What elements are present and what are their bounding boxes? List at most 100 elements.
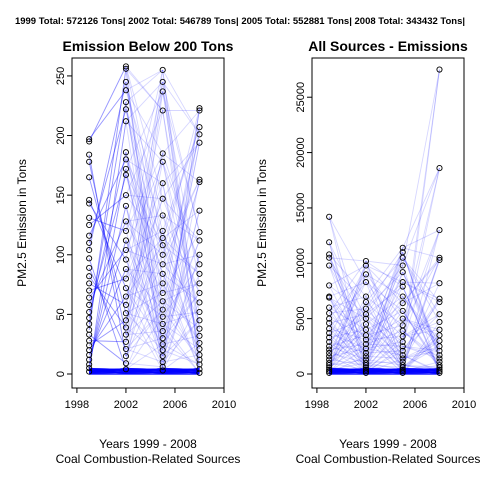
series-line-segment xyxy=(365,361,403,364)
series-line-segment xyxy=(88,109,127,243)
series-line-segment xyxy=(125,369,163,374)
series-line-segment xyxy=(402,296,440,347)
series-line-segment xyxy=(162,367,200,373)
series-line-segment xyxy=(365,265,404,362)
data-point xyxy=(122,338,129,345)
series-line-segment xyxy=(125,102,164,332)
data-point xyxy=(159,195,166,202)
x-tick-label: 2010 xyxy=(212,399,236,411)
series-line-segment xyxy=(89,217,127,232)
data-point xyxy=(122,285,129,292)
data-point xyxy=(86,232,93,239)
y-axis: 0 5000 10000 15000 20000 25000 xyxy=(295,82,312,377)
data-point xyxy=(159,66,166,74)
series-line-segment xyxy=(125,168,164,367)
chart-title: Emission Below 200 Tons xyxy=(63,38,234,54)
series-line-segment xyxy=(365,330,403,345)
series-line-segment xyxy=(162,81,200,135)
data-point xyxy=(86,255,93,262)
series-line-segment xyxy=(162,311,200,325)
series-line-segment xyxy=(162,69,200,135)
series-line-segment xyxy=(402,298,440,352)
series-line-segment xyxy=(365,296,404,370)
series-line-segment xyxy=(162,292,200,345)
data-point xyxy=(326,325,333,332)
series-line-segment xyxy=(365,323,404,359)
series-line-segment xyxy=(88,249,127,298)
series-line-segment xyxy=(125,66,164,199)
data-point xyxy=(399,369,406,376)
series-line-segment xyxy=(88,66,127,142)
data-point xyxy=(86,174,93,181)
series-line-segment xyxy=(365,355,403,359)
series-line-segment xyxy=(365,369,403,374)
series-line-segment xyxy=(89,368,126,373)
data-point xyxy=(436,366,443,373)
series-line-segment xyxy=(88,205,127,365)
series-line-segment xyxy=(125,371,163,374)
series-line-segment xyxy=(89,367,126,373)
series-line-segment xyxy=(329,369,366,374)
panel-emission-below-200: Emission Below 200 Tons 050100150200250 … xyxy=(15,38,240,466)
series-line-segment xyxy=(125,369,163,374)
series-line-segment xyxy=(329,359,367,366)
series-line-segment xyxy=(125,368,163,371)
series-line-segment xyxy=(365,281,404,332)
data-point xyxy=(159,251,166,258)
series-line-segment xyxy=(162,354,200,363)
data-point xyxy=(326,368,333,375)
series-line-segment xyxy=(162,343,200,365)
series-line-segment xyxy=(162,198,200,241)
series-line-segment xyxy=(329,371,366,374)
series-line-segment xyxy=(162,127,200,232)
series-line-segment xyxy=(365,296,403,326)
data-point xyxy=(399,283,406,290)
plot-area xyxy=(326,66,443,376)
series-line-segment xyxy=(88,203,127,260)
series-line-segment xyxy=(402,281,440,300)
series-line-segment xyxy=(365,368,403,371)
series-line-segment xyxy=(89,367,126,373)
series-line-segment xyxy=(328,274,367,319)
series-line-segment xyxy=(162,240,200,332)
series-line-segment xyxy=(402,167,440,326)
series-line-segment xyxy=(328,265,367,303)
series-line-segment xyxy=(402,367,440,373)
data-point xyxy=(122,366,129,373)
series-line-segment xyxy=(402,334,440,368)
series-line-segment xyxy=(328,281,367,329)
series-line-segment xyxy=(162,69,200,370)
data-point xyxy=(159,363,166,370)
series-line-segment xyxy=(88,275,127,328)
series-line-segment xyxy=(89,367,126,371)
series-line-segment xyxy=(88,102,127,324)
data-point xyxy=(196,107,203,114)
data-point xyxy=(436,369,443,376)
y-tick-label: 0 xyxy=(55,371,67,377)
series-line-segment xyxy=(328,265,367,360)
series-line-segment xyxy=(162,371,200,374)
series-line-segment xyxy=(125,367,163,373)
data-point xyxy=(122,275,129,282)
series-line-segment xyxy=(329,367,366,373)
series-line-segment xyxy=(89,371,126,374)
series-line-segment xyxy=(402,286,440,370)
series-line-segment xyxy=(365,274,404,319)
series-line-segment xyxy=(162,81,200,370)
series-line-segment xyxy=(402,313,440,337)
series-line-segment xyxy=(328,355,367,374)
series-line-segment xyxy=(125,221,164,256)
series-line-segment xyxy=(125,168,164,345)
series-line-segment xyxy=(328,216,367,283)
series-line-segment xyxy=(89,278,127,291)
series-line-segment xyxy=(162,335,200,345)
series-line-segment xyxy=(125,300,164,335)
data-point xyxy=(122,156,129,163)
series-line-segment xyxy=(125,120,164,163)
series-line-segment xyxy=(365,324,404,370)
series-line-segment xyxy=(88,174,127,313)
series-line-segment xyxy=(365,370,403,374)
series-line-segment xyxy=(162,367,200,371)
series-line-segment xyxy=(125,90,164,154)
series-line-segment xyxy=(365,367,403,371)
